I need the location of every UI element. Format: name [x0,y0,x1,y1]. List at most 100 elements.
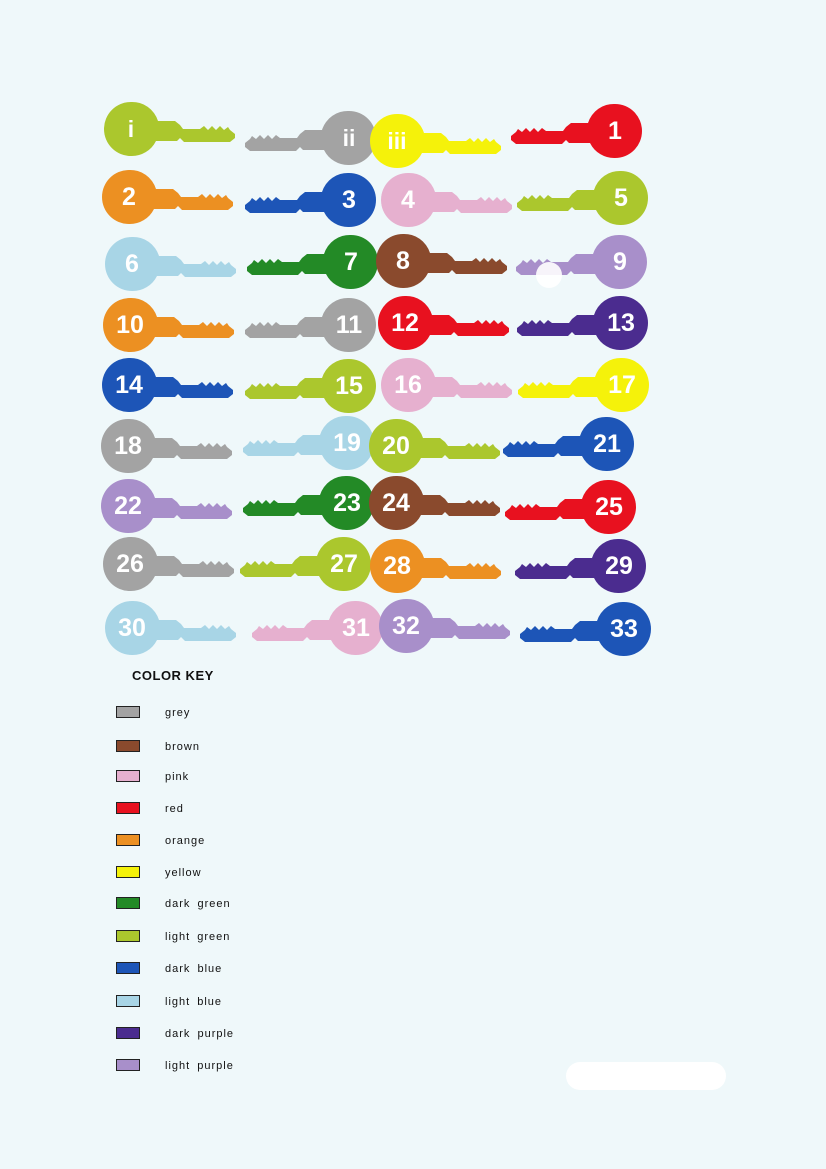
key-silhouette [378,295,509,351]
key-silhouette [381,172,512,228]
color-swatch [116,802,140,814]
legend-label: pink [165,771,190,783]
key-number-label: 14 [115,371,143,399]
key-20: 20 [368,413,508,479]
key-silhouette [245,110,376,166]
key-23: 23 [235,470,375,536]
key-silhouette [511,103,642,159]
key-shape [104,101,235,157]
key-number-label: 1 [608,117,622,145]
key-number-label: 18 [114,432,142,460]
legend-item-brown: brown [116,739,316,755]
key-shape [503,416,634,472]
key-number-label: 27 [330,550,358,578]
key-shape [516,234,647,290]
key-silhouette [518,357,649,413]
key-number-label: 32 [392,612,420,640]
key-number-label: 11 [335,311,363,339]
key-number-label: iii [387,128,407,154]
key-29: 29 [507,533,647,599]
key-shape [105,236,236,292]
legend-title: COLOR KEY [132,668,214,683]
key-number-label: 9 [613,248,627,276]
key-number-label: 24 [382,489,410,517]
color-swatch [116,740,140,752]
key-shape [369,418,500,474]
color-swatch [116,930,140,942]
legend-item-yellow: yellow [116,865,316,881]
key-27: 27 [232,531,372,597]
key-shape [240,536,371,592]
legend-label: grey [165,707,191,719]
key-shape [103,297,234,353]
color-swatch [116,706,140,718]
key-number-label: 8 [396,247,410,275]
key-number-label: 31 [342,614,370,642]
key-number-label: 21 [593,430,621,458]
key-silhouette [102,357,233,413]
key-11: 11 [237,292,377,358]
key-shape [517,170,648,226]
key-silhouette [243,415,374,471]
key-grid: i ii iii 1 2 3 4 5 6 7 8 9 [101,96,651,661]
key-shape [517,295,648,351]
key-number-label: 29 [605,552,633,580]
key-shape [381,172,512,228]
key-shape [376,233,507,289]
key-shape [515,538,646,594]
key-i: i [103,96,243,162]
key-shape [101,478,232,534]
color-key-legend: COLOR KEY grey brown pink red orange yel… [0,660,400,1090]
key-silhouette [370,538,501,594]
legend-item-light-green: light green [116,929,316,945]
key-silhouette [376,233,507,289]
key-silhouette [252,600,383,656]
legend-item-light-blue: light blue [116,994,316,1010]
legend-item-dark-green: dark green [116,896,316,912]
key-silhouette [245,358,376,414]
key-shape [102,169,233,225]
legend-label: dark green [165,898,231,910]
key-shape [243,475,374,531]
key-silhouette [105,600,236,656]
key-15: 15 [237,353,377,419]
key-silhouette [103,297,234,353]
key-silhouette [515,538,646,594]
key-10: 10 [102,292,242,358]
key-silhouette [101,478,232,534]
color-swatch [116,866,140,878]
key-number-label: 15 [335,372,363,400]
key-number-label: 7 [344,248,358,276]
key-number-label: 16 [394,371,422,399]
key-silhouette [516,234,647,290]
key-silhouette [102,169,233,225]
key-silhouette [247,234,378,290]
key-4: 4 [380,167,520,233]
key-6: 6 [104,231,244,297]
key-number-label: 12 [391,309,419,337]
key-24: 24 [368,470,508,536]
key-shape [379,598,510,654]
legend-label: yellow [165,867,202,879]
legend-label: light purple [165,1060,234,1072]
legend-item-grey: grey [116,705,316,721]
key-silhouette [105,236,236,292]
key-silhouette [505,479,636,535]
key-21: 21 [495,411,635,477]
key-number-label: 17 [608,371,636,399]
legend-item-light-purple: light purple [116,1058,316,1074]
key-silhouette [243,475,374,531]
key-12: 12 [377,290,517,356]
key-shape [243,415,374,471]
key-13: 13 [509,290,649,356]
color-swatch [116,1059,140,1071]
key-silhouette [245,297,376,353]
legend-label: brown [165,741,200,753]
key-31: 31 [244,595,384,661]
key-number-label: 5 [614,184,628,212]
key-number-label: 10 [116,311,144,339]
key-shape [369,475,500,531]
legend-label: red [165,803,184,815]
legend-label: light blue [165,996,223,1008]
key-14: 14 [101,352,241,418]
